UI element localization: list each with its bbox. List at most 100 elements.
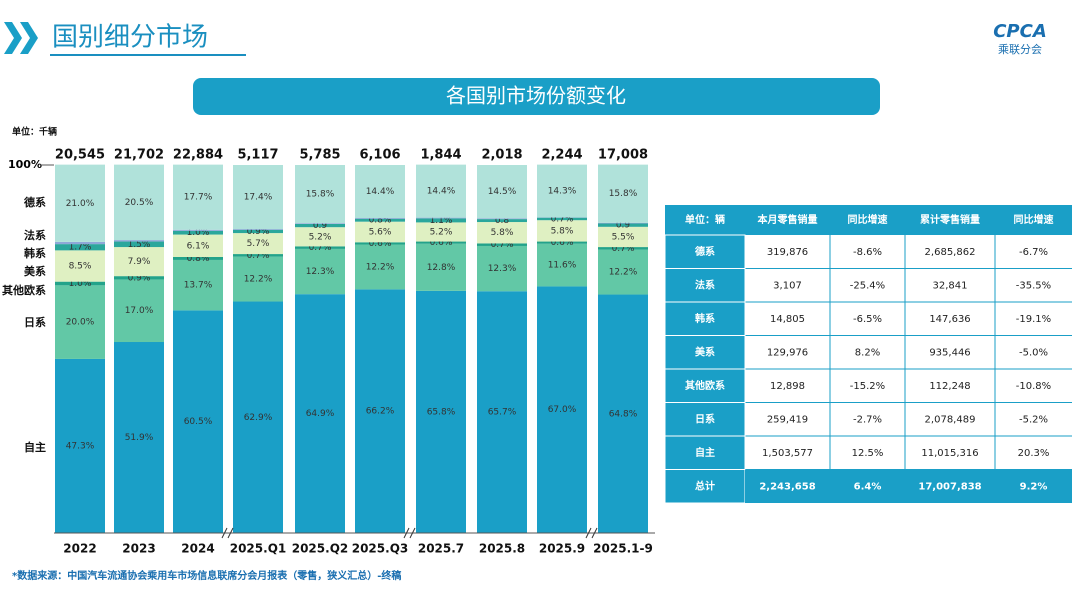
x-tick-label: 2025.Q1 [230, 542, 287, 556]
value-label: 5.8% [551, 226, 574, 236]
value-label: 13.7% [184, 281, 213, 291]
table-cell: 17,007,838 [918, 481, 981, 492]
series-name: 其他欧系 [2, 283, 46, 297]
table-cell: 自主 [695, 446, 715, 459]
table-cell: -2.7% [853, 414, 882, 425]
total-label: 6,106 [359, 148, 400, 163]
value-label: 20.0% [66, 318, 95, 328]
value-label: 14.5% [488, 187, 517, 197]
table-cell: 9.2% [1020, 481, 1048, 492]
x-tick-label: 2025.Q2 [292, 542, 349, 556]
table-cell: -5.0% [1019, 347, 1048, 358]
bar-segment [598, 223, 648, 224]
total-label: 22,884 [173, 148, 223, 163]
page-title: 国别细分市场 [52, 23, 208, 53]
table-cell: -10.8% [1016, 381, 1051, 392]
table-cell: 法系 [695, 278, 715, 291]
chart-title: 各国别市场份额变化 [446, 84, 626, 108]
bar-segment [416, 218, 466, 219]
value-label: 12.2% [609, 268, 638, 278]
bar-segment [355, 218, 405, 219]
x-tick-label: 2025.1-9 [593, 542, 653, 556]
total-label: 21,702 [114, 148, 164, 163]
value-label: 12.3% [306, 267, 335, 277]
value-label: 17.4% [244, 193, 273, 203]
value-label: 67.0% [548, 405, 577, 415]
table-header: 累计零售销量 [920, 213, 980, 226]
value-label: 47.3% [66, 441, 95, 451]
series-name: 自主 [24, 440, 46, 454]
total-label: 5,117 [237, 148, 278, 163]
table-cell: 2,078,489 [925, 414, 976, 425]
value-label: 17.0% [125, 306, 154, 316]
table-cell: 德系 [694, 245, 715, 258]
value-label: 21.0% [66, 199, 95, 209]
series-name: 美系 [24, 264, 46, 278]
x-tick-label: 2025.Q3 [352, 542, 409, 556]
table-cell: 1,503,577 [762, 448, 813, 459]
value-label: 12.3% [488, 264, 517, 274]
unit: 单位：千辆 [12, 126, 57, 138]
table-cell: 8.2% [855, 347, 880, 358]
x-tick-label: 2025.8 [479, 542, 525, 556]
value-label: 1.7% [69, 243, 92, 253]
table-cell: 32,841 [933, 280, 968, 291]
table-cell: -6.7% [1019, 247, 1048, 258]
value-label: 17.7% [184, 193, 213, 203]
table-cell: 3,107 [773, 280, 802, 291]
bar-segment [477, 218, 527, 219]
table-cell: 2,243,658 [759, 481, 815, 492]
value-label: 5.8% [491, 228, 514, 238]
total-label: 17,008 [598, 148, 648, 163]
table-cell: 14,805 [770, 314, 805, 325]
table-cell: 2,685,862 [925, 247, 976, 258]
table-cell: 147,636 [929, 314, 970, 325]
x-tick-label: 2022 [63, 542, 96, 556]
value-label: 5.2% [309, 232, 332, 242]
total-label: 2,018 [481, 148, 522, 163]
table-cell: 129,976 [767, 347, 808, 358]
value-label: 66.2% [366, 407, 395, 417]
total-label: 5,785 [299, 148, 340, 163]
table-cell: 935,446 [929, 347, 970, 358]
source: *数据来源：中国汽车流通协会乘用车市场信息联席分会月报表（零售，狭义汇总）-终稿 [12, 569, 401, 582]
table-cell: -6.5% [853, 314, 882, 325]
table-cell: 112,248 [929, 381, 970, 392]
table-cell: -15.2% [850, 381, 885, 392]
x-tick-label: 2025.9 [539, 542, 585, 556]
value-label: 62.9% [244, 413, 273, 423]
x-tick-label: 2024 [181, 542, 214, 556]
value-label: 14.4% [366, 187, 395, 197]
value-label: 14.3% [548, 186, 577, 196]
logo-sub: 乘联分会 [998, 43, 1042, 56]
table-cell: 美系 [695, 345, 715, 358]
value-label: 5.5% [612, 232, 635, 242]
table-header: 同比增速 [1014, 213, 1054, 226]
table-cell: 319,876 [767, 247, 808, 258]
value-label: 12.8% [427, 263, 456, 273]
bar-segment [173, 230, 223, 231]
value-label: 12.2% [366, 262, 395, 272]
table-cell: 259,419 [767, 414, 808, 425]
value-label: 6.1% [187, 241, 210, 251]
table-cell: 日系 [695, 412, 715, 425]
bar-segment [295, 223, 345, 224]
table-cell: 12,898 [770, 381, 805, 392]
y-tick-label: 100% [8, 158, 42, 171]
value-label: 5.7% [247, 239, 270, 249]
value-label: 15.8% [609, 189, 638, 199]
total-label: 1,844 [420, 148, 461, 163]
value-label: 5.6% [369, 227, 392, 237]
table-cell: -25.4% [850, 280, 885, 291]
chevron [4, 22, 22, 54]
value-label: 65.7% [488, 408, 517, 418]
value-label: 60.5% [184, 417, 213, 427]
value-label: 15.8% [306, 190, 335, 200]
table-cell: -8.6% [853, 247, 882, 258]
x-tick-label: 2025.7 [418, 542, 464, 556]
table-cell: 12.5% [852, 448, 884, 459]
table-cell: 11,015,316 [921, 448, 978, 459]
table-cell: 20.3% [1018, 448, 1050, 459]
bar-segment [233, 229, 283, 230]
